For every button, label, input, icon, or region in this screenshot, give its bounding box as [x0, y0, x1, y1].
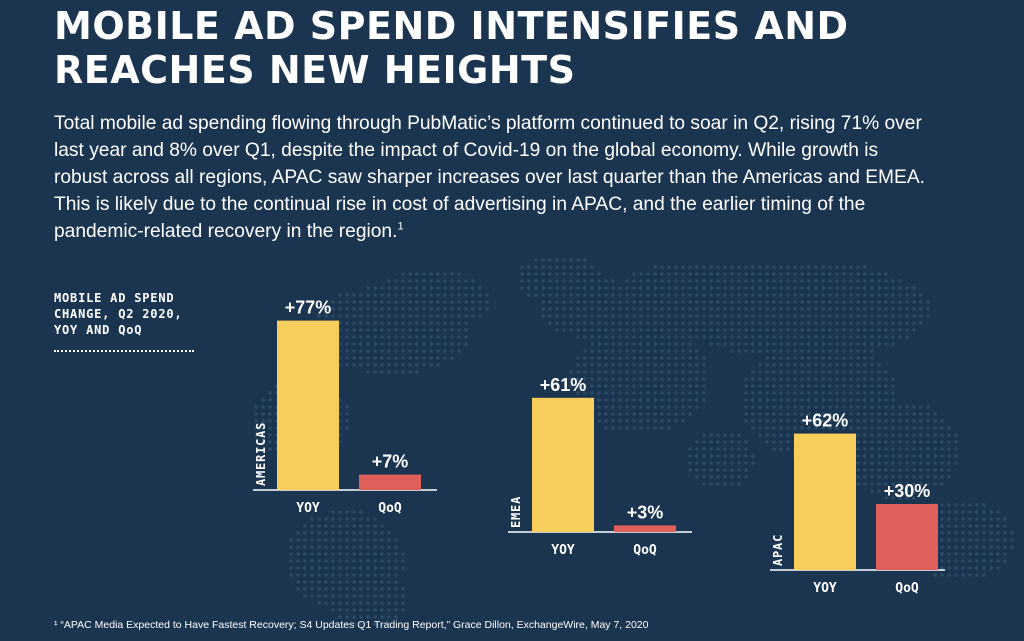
chart-label: MOBILE AD SPEND CHANGE, Q2 2020, YOY AND…	[54, 290, 214, 338]
americas-qoq-data-label: +7%	[372, 452, 409, 472]
apac-yoy-tick-label: YOY	[813, 581, 837, 596]
chart-label-line-2: CHANGE, Q2 2020,	[54, 307, 183, 321]
footnote: ¹ “APAC Media Expected to Have Fastest R…	[54, 619, 649, 631]
emea-qoq-bar	[614, 525, 676, 532]
americas-yoy-bar	[277, 320, 339, 490]
emea-qoq-data-label: +3%	[627, 502, 664, 522]
apac-yoy-bar	[794, 433, 856, 570]
americas-region-label: AMERICAS	[254, 422, 268, 486]
apac-yoy-data-label: +62%	[802, 411, 849, 431]
emea-yoy-bar	[532, 397, 594, 532]
intro-paragraph: Total mobile ad spending flowing through…	[54, 110, 934, 245]
intro-text: Total mobile ad spending flowing through…	[54, 113, 925, 242]
apac-qoq-tick-label: QoQ	[895, 581, 919, 596]
chart-americas: AMERICAS +77% YOY +7% QoQ	[253, 298, 437, 516]
chart-label-line-1: MOBILE AD SPEND	[54, 291, 175, 305]
emea-yoy-tick-label: YOY	[551, 543, 575, 558]
americas-qoq-bar	[359, 474, 421, 490]
apac-qoq-data-label: +30%	[884, 481, 931, 501]
apac-qoq-bar	[876, 504, 938, 570]
page-title: MOBILE AD SPEND INTENSIFIES AND REACHES …	[54, 4, 849, 92]
emea-region-label: EMEA	[509, 496, 523, 528]
americas-yoy-data-label: +77%	[285, 298, 332, 318]
chart-label-dotted-rule	[54, 350, 194, 352]
americas-qoq-tick-label: QoQ	[378, 501, 402, 516]
apac-region-label: APAC	[771, 534, 785, 566]
footnote-marker: 1	[397, 220, 404, 233]
emea-qoq-tick-label: QoQ	[633, 543, 657, 558]
chart-emea: EMEA +61% YOY +3% QoQ	[508, 375, 692, 558]
emea-yoy-data-label: +61%	[540, 375, 587, 395]
chart-label-line-3: YOY AND QoQ	[54, 323, 143, 337]
americas-yoy-tick-label: YOY	[296, 501, 320, 516]
chart-apac: APAC +62% YOY +30% QoQ	[770, 411, 945, 596]
